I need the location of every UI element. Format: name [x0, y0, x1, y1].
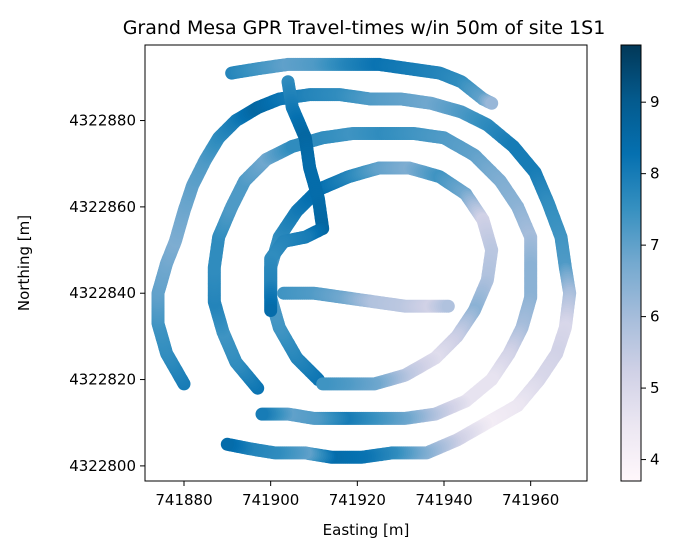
- x-tick-label: 741920: [329, 491, 386, 509]
- colorbar-tick-label: 4: [650, 451, 660, 469]
- data-point: [316, 377, 330, 391]
- y-tick-label: 4322800: [69, 457, 136, 475]
- colorbar-tick-label: 9: [650, 93, 660, 111]
- y-tick-label: 4322840: [69, 284, 136, 302]
- scatter-series: [225, 57, 499, 110]
- y-tick-label: 4322820: [69, 371, 136, 389]
- scatter-series: [264, 75, 330, 317]
- y-tick-label: 4322880: [69, 112, 136, 130]
- x-axis-ticks: 741880 741900 741920 741940 741960: [155, 481, 559, 509]
- colorbar-tick-label: 8: [650, 165, 660, 183]
- colorbar-tick-label: 6: [650, 308, 660, 326]
- x-tick-label: 741960: [502, 491, 559, 509]
- y-axis-ticks: 4322800 4322820 4322840 4322860 4322880: [69, 112, 145, 475]
- colorbar-ticks: 4 5 6 7 8 9: [641, 93, 660, 469]
- scatter-series: [277, 286, 455, 313]
- data-points: [151, 57, 577, 464]
- x-tick-label: 741940: [415, 491, 472, 509]
- data-point: [485, 96, 499, 110]
- colorbar-tick-label: 7: [650, 236, 660, 254]
- data-point: [255, 407, 269, 421]
- chart-title: Grand Mesa GPR Travel-times w/in 50m of …: [123, 17, 606, 39]
- y-tick-label: 4322860: [69, 198, 136, 216]
- colorbar: [620, 44, 642, 482]
- scatter-series: [264, 161, 499, 391]
- scatter-series: [151, 88, 577, 464]
- y-axis-label: Northing [m]: [15, 215, 33, 311]
- x-axis-label: Easting [m]: [323, 521, 410, 539]
- data-point: [441, 299, 455, 313]
- x-tick-label: 741880: [155, 491, 212, 509]
- plot-frame: [144, 44, 588, 482]
- colorbar-tick-label: 5: [650, 379, 660, 397]
- data-point: [264, 304, 278, 317]
- x-tick-label: 741900: [242, 491, 299, 509]
- scatter-series: [207, 127, 538, 425]
- data-point: [220, 437, 234, 451]
